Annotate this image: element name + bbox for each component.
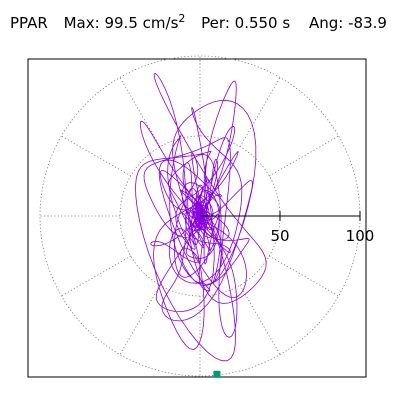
grid-spoke xyxy=(269,255,339,297)
grid-spoke xyxy=(61,135,131,177)
period-unit: s xyxy=(282,14,291,32)
plot-frame xyxy=(27,58,367,378)
grid-spoke xyxy=(269,135,339,177)
max-label: Max: xyxy=(63,14,100,32)
orbit-path xyxy=(135,72,267,362)
grid-spoke xyxy=(239,285,281,355)
period-label: Per: xyxy=(201,14,230,32)
max-unit: cm/s xyxy=(142,14,179,32)
grid-spoke xyxy=(61,255,131,297)
peak-marker xyxy=(213,370,221,378)
grid-spoke xyxy=(119,77,161,147)
radial-tick-label: 100 xyxy=(346,227,375,245)
max-value: 99.5 xyxy=(104,14,138,32)
plot-header: PPAR Max: 99.5 cm/s2 Per: 0.550 s Ang: -… xyxy=(10,12,387,32)
grid-spoke xyxy=(119,285,161,355)
peak-marker-group xyxy=(213,370,221,378)
radial-axis: 50 100 xyxy=(200,211,374,245)
angle-label: Ang: xyxy=(309,14,344,32)
component-name: PPAR xyxy=(10,14,48,32)
max-unit-exponent: 2 xyxy=(178,12,186,25)
radial-tick-label: 50 xyxy=(270,227,289,245)
angle-value: -83.9 xyxy=(348,14,387,32)
period-value: 0.550 xyxy=(234,14,278,32)
orbit-trace xyxy=(135,72,267,362)
